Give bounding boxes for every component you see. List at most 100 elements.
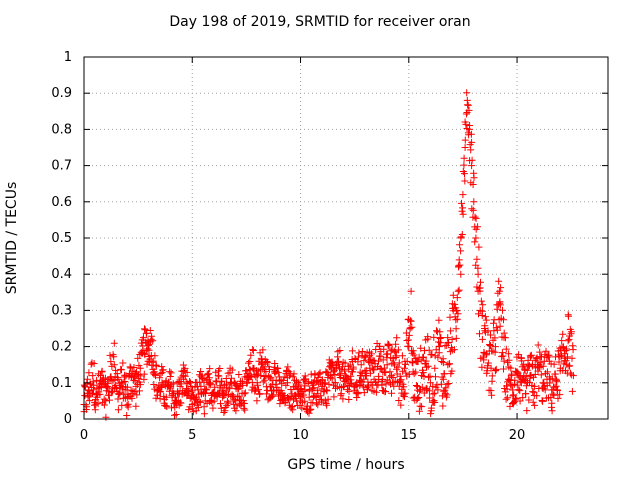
data-point — [263, 358, 271, 365]
data-point — [478, 335, 486, 343]
data-point — [284, 363, 292, 371]
data-point — [236, 382, 244, 390]
data-point — [429, 383, 437, 391]
data-point — [405, 336, 412, 344]
data-point — [126, 363, 134, 371]
data-point — [492, 366, 500, 374]
data-point — [159, 366, 167, 374]
data-point — [414, 394, 422, 402]
data-point — [307, 405, 315, 413]
data-point — [217, 404, 225, 412]
data-point — [433, 381, 441, 389]
data-point — [548, 386, 556, 394]
data-point — [255, 386, 262, 394]
data-point — [496, 301, 504, 309]
data-point — [110, 376, 118, 384]
data-point — [353, 379, 361, 387]
data-point — [343, 386, 351, 394]
data-point — [390, 347, 398, 355]
data-point — [263, 390, 270, 398]
data-point — [299, 391, 307, 399]
data-point — [469, 206, 477, 214]
data-point — [127, 386, 135, 394]
data-point — [476, 306, 484, 314]
data-point — [240, 390, 248, 398]
data-point — [431, 389, 439, 397]
data-point — [452, 334, 460, 342]
data-point — [397, 376, 405, 384]
data-point — [405, 331, 413, 339]
data-point — [245, 375, 253, 383]
data-point — [100, 401, 108, 409]
data-point — [124, 400, 132, 408]
data-point — [462, 120, 470, 128]
data-point — [151, 352, 159, 360]
chart-title: Day 198 of 2019, SRMTID for receiver ora… — [169, 14, 471, 30]
data-point — [481, 325, 489, 332]
data-point — [431, 399, 439, 406]
data-point — [525, 363, 533, 371]
data-point — [385, 342, 393, 350]
data-point — [365, 382, 372, 390]
data-point — [401, 393, 408, 401]
data-point — [323, 386, 330, 394]
data-point — [123, 393, 131, 401]
data-point — [167, 369, 175, 377]
data-point — [472, 214, 480, 222]
data-point — [143, 339, 151, 347]
data-point — [508, 370, 516, 378]
data-point — [511, 376, 519, 384]
data-point — [301, 386, 309, 394]
data-point — [84, 386, 92, 394]
data-point — [474, 270, 482, 278]
data-point — [134, 354, 142, 362]
data-point — [140, 334, 147, 342]
data-point — [562, 357, 570, 365]
data-point — [191, 395, 199, 403]
data-point — [336, 347, 344, 354]
data-point — [501, 334, 509, 342]
data-point — [465, 125, 473, 133]
data-point — [478, 363, 486, 371]
data-point — [410, 370, 418, 378]
data-point — [487, 342, 494, 350]
data-point — [537, 371, 545, 379]
data-point — [461, 136, 469, 144]
data-point — [206, 365, 214, 373]
data-point — [423, 363, 430, 371]
data-point — [557, 353, 565, 361]
data-point — [510, 399, 518, 406]
data-point — [314, 373, 322, 381]
data-point — [315, 370, 323, 378]
data-point — [207, 380, 214, 388]
data-point — [395, 397, 403, 404]
x-tick-label: 5 — [188, 428, 196, 443]
data-point — [456, 261, 464, 269]
data-point — [211, 383, 219, 391]
data-point — [426, 394, 434, 402]
data-point — [262, 372, 270, 380]
axis-ticks: 00.10.20.30.40.50.60.70.80.910 5 10 15 20 — [51, 50, 608, 443]
data-point — [321, 379, 329, 387]
data-point — [539, 379, 547, 387]
data-point — [418, 372, 426, 380]
data-point — [271, 368, 278, 376]
data-point — [156, 374, 164, 382]
data-point — [325, 380, 333, 388]
data-point — [376, 342, 384, 350]
data-point — [316, 369, 324, 377]
data-point — [359, 383, 367, 391]
y-tick-label: 0.3 — [51, 303, 72, 318]
data-point — [554, 394, 562, 402]
data-point — [552, 375, 560, 383]
data-point — [388, 372, 395, 380]
data-point — [328, 375, 336, 383]
data-point — [497, 284, 505, 292]
data-point — [445, 380, 453, 387]
data-point — [154, 386, 162, 394]
data-point — [558, 337, 566, 345]
data-point — [179, 361, 187, 369]
data-point — [467, 146, 475, 154]
data-point — [341, 359, 349, 367]
data-point — [464, 101, 472, 109]
